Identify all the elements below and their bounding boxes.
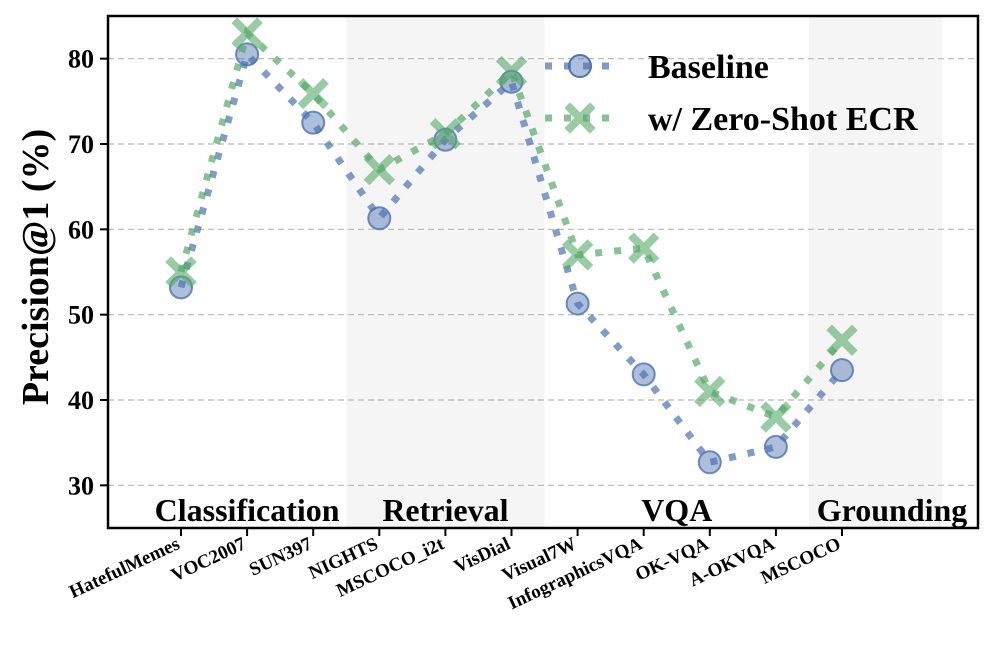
data-point bbox=[235, 42, 260, 67]
legend-marker-glyph bbox=[564, 102, 596, 134]
group-label: Grounding bbox=[817, 492, 968, 528]
group-label: Classification bbox=[155, 492, 340, 528]
series-line bbox=[177, 26, 845, 422]
plot-series bbox=[165, 17, 858, 475]
data-point bbox=[697, 450, 722, 475]
data-point bbox=[165, 256, 197, 288]
data-point bbox=[826, 324, 858, 356]
y-tick-label: 40 bbox=[68, 386, 94, 415]
data-point bbox=[561, 239, 594, 271]
group-band-3 bbox=[808, 16, 942, 528]
x-tick-label: VOC2007 bbox=[168, 533, 250, 586]
group-shading bbox=[346, 16, 942, 528]
series-line bbox=[177, 47, 845, 467]
grid-lines bbox=[108, 58, 978, 486]
y-tick-label: 30 bbox=[68, 471, 94, 500]
data-point bbox=[495, 55, 528, 88]
data-point-glyph bbox=[429, 118, 462, 150]
data-point-glyph bbox=[297, 77, 329, 110]
data-point bbox=[367, 206, 392, 231]
data-point bbox=[297, 77, 329, 110]
data-point bbox=[631, 362, 656, 387]
data-point-glyph bbox=[760, 401, 792, 433]
group-label: VQA bbox=[641, 492, 712, 528]
legend-entry-1: w/ Zero-Shot ECR bbox=[545, 101, 918, 138]
y-axis-label: Precision@1 (%) bbox=[15, 129, 57, 405]
data-point bbox=[694, 375, 726, 408]
y-axis-ticks: 30 40 50 60 70 80 bbox=[68, 45, 108, 500]
series-0 bbox=[169, 42, 854, 475]
data-point-glyph bbox=[826, 324, 858, 356]
legend-marker bbox=[564, 102, 596, 134]
y-tick-label: 50 bbox=[68, 301, 94, 330]
group-label: Retrieval bbox=[382, 492, 508, 528]
data-point bbox=[231, 17, 263, 49]
plot-frame bbox=[106, 14, 980, 530]
y-tick-label: 70 bbox=[68, 130, 94, 159]
legend: Baseline w/ Zero-Shot ECR bbox=[545, 49, 918, 138]
group-labels: Classification Retrieval VQA Grounding bbox=[155, 492, 968, 528]
x-tick-label: HatefulMemes bbox=[66, 533, 183, 602]
data-point-glyph bbox=[628, 232, 660, 264]
y-tick-label: 60 bbox=[68, 215, 94, 244]
data-point bbox=[429, 118, 462, 150]
data-point bbox=[301, 110, 326, 135]
data-point-glyph bbox=[495, 55, 528, 88]
legend-label: w/ Zero-Shot ECR bbox=[648, 101, 918, 138]
data-point bbox=[760, 401, 792, 433]
data-point bbox=[363, 153, 395, 186]
data-point-glyph bbox=[561, 239, 594, 271]
data-point bbox=[763, 434, 788, 459]
x-axis-ticks: HatefulMemesVOC2007SUN397NIGHTSMSCOCO_i2… bbox=[66, 528, 844, 614]
data-point-glyph bbox=[231, 17, 263, 49]
data-point-glyph bbox=[363, 153, 395, 186]
x-tick-label: SUN397 bbox=[246, 533, 316, 580]
legend-entry-0: Baseline bbox=[545, 49, 769, 86]
series-1 bbox=[165, 17, 858, 433]
group-band-1 bbox=[346, 16, 545, 528]
data-point bbox=[565, 291, 590, 316]
legend-label: Baseline bbox=[648, 49, 769, 86]
y-tick-label: 80 bbox=[68, 45, 94, 74]
legend-marker bbox=[568, 54, 592, 78]
data-point-glyph bbox=[165, 256, 197, 288]
data-point bbox=[628, 232, 660, 264]
data-point bbox=[830, 358, 854, 383]
data-point-glyph bbox=[694, 375, 726, 408]
